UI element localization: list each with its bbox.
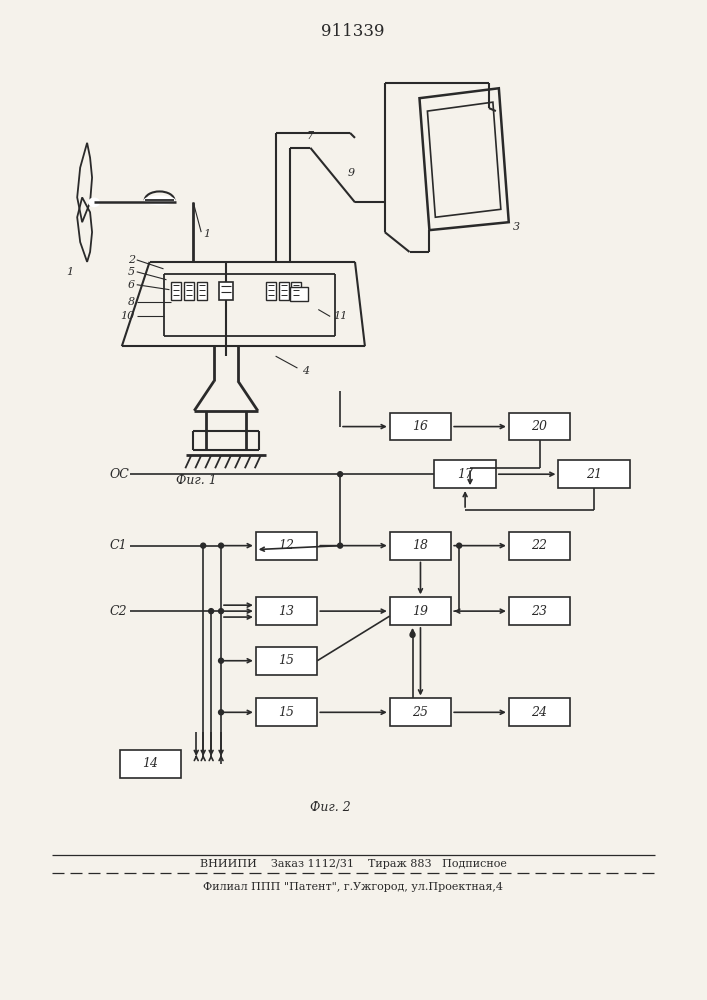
Text: 11: 11	[333, 311, 347, 321]
Text: С2: С2	[110, 605, 127, 618]
Circle shape	[218, 609, 223, 614]
Bar	[390, 698, 451, 726]
Text: 8: 8	[127, 297, 135, 307]
Circle shape	[218, 658, 223, 663]
Text: 15: 15	[279, 706, 295, 719]
Text: 5: 5	[127, 267, 135, 277]
Circle shape	[218, 710, 223, 715]
Circle shape	[218, 543, 223, 548]
Text: 10: 10	[120, 311, 135, 321]
Bar	[559, 460, 630, 488]
Text: 1: 1	[203, 229, 210, 239]
Bar	[120, 750, 182, 778]
Text: 3: 3	[513, 222, 520, 232]
Bar	[291, 287, 308, 301]
Bar	[291, 282, 301, 300]
Ellipse shape	[145, 196, 175, 204]
Bar	[390, 532, 451, 560]
Text: Фиг. 2: Фиг. 2	[310, 801, 351, 814]
Bar	[434, 460, 496, 488]
Text: 1: 1	[66, 267, 74, 277]
Bar	[390, 413, 451, 440]
Text: 14: 14	[143, 757, 158, 770]
Text: 16: 16	[412, 420, 428, 433]
Circle shape	[201, 543, 206, 548]
Bar	[509, 698, 571, 726]
Bar	[509, 532, 571, 560]
Bar	[256, 597, 317, 625]
Bar	[509, 413, 571, 440]
Text: 2: 2	[127, 255, 135, 265]
Text: 21: 21	[586, 468, 602, 481]
Bar	[256, 698, 317, 726]
Text: 7: 7	[307, 131, 314, 141]
Circle shape	[338, 472, 343, 477]
Text: 23: 23	[532, 605, 547, 618]
Bar	[171, 282, 182, 300]
Circle shape	[209, 609, 214, 614]
Bar	[219, 282, 233, 300]
Text: 17: 17	[457, 468, 473, 481]
Bar	[390, 597, 451, 625]
Bar	[197, 282, 207, 300]
Text: 18: 18	[412, 539, 428, 552]
Bar	[266, 282, 276, 300]
Text: 19: 19	[412, 605, 428, 618]
Bar	[185, 282, 194, 300]
Bar	[256, 532, 317, 560]
Text: 24: 24	[532, 706, 547, 719]
Text: С1: С1	[110, 539, 127, 552]
Text: 25: 25	[412, 706, 428, 719]
Text: 9: 9	[348, 168, 355, 178]
Text: 13: 13	[279, 605, 295, 618]
Text: ОС: ОС	[110, 468, 130, 481]
Bar	[509, 597, 571, 625]
Text: 6: 6	[127, 280, 135, 290]
Circle shape	[457, 543, 462, 548]
Text: ВНИИПИ    Заказ 1112/31    Тираж 883   Подписное: ВНИИПИ Заказ 1112/31 Тираж 883 Подписное	[199, 859, 506, 869]
Circle shape	[410, 632, 415, 637]
Bar	[256, 647, 317, 675]
Text: 4: 4	[302, 366, 309, 376]
Text: 22: 22	[532, 539, 547, 552]
Ellipse shape	[89, 198, 99, 206]
Text: 20: 20	[532, 420, 547, 433]
Text: 12: 12	[279, 539, 295, 552]
Text: 911339: 911339	[321, 23, 385, 40]
Text: 15: 15	[279, 654, 295, 667]
Text: Фиг. 1: Фиг. 1	[176, 474, 216, 487]
Circle shape	[338, 543, 343, 548]
Bar	[279, 282, 288, 300]
Text: Филиал ППП "Патент", г.Ужгород, ул.Проектная,4: Филиал ППП "Патент", г.Ужгород, ул.Проек…	[203, 882, 503, 892]
